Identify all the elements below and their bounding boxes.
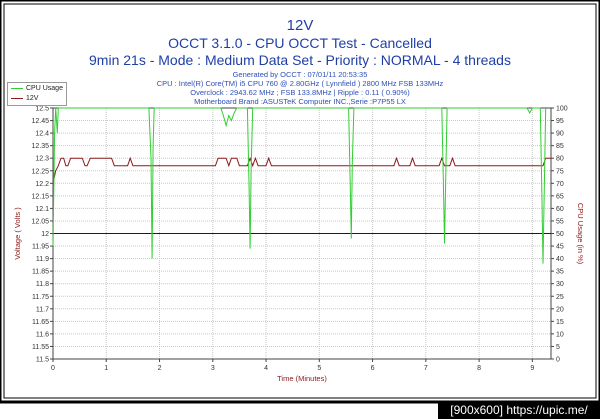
y-tick-label: 11.95 (32, 244, 49, 251)
y-tick-label: 11.6 (36, 331, 49, 338)
y-tick-label: 11.65 (32, 319, 49, 326)
watermark-footer: [900x600] https://upic.me/ (438, 402, 600, 419)
y2-tick-label: 10 (556, 331, 564, 338)
y2-tick-label: 60 (556, 206, 564, 213)
legend-item-cpu-usage: CPU Usage (11, 84, 63, 93)
y-tick-label: 12 (41, 231, 49, 238)
x-tick-label: 2 (158, 365, 162, 372)
y2-tick-label: 80 (556, 156, 564, 163)
legend-swatch-12v (11, 97, 23, 99)
x-tick-label: 5 (317, 365, 321, 372)
chart-legend: CPU Usage 12V (7, 82, 67, 106)
x-tick-label: 9 (530, 365, 534, 372)
y2-tick-label: 75 (556, 168, 564, 175)
y-tick-label: 12.45 (31, 118, 49, 125)
y2-tick-label: 45 (556, 244, 564, 251)
info-motherboard: Motherboard Brand :ASUSTeK Computer INC.… (194, 97, 406, 106)
y2-tick-label: 55 (556, 218, 564, 225)
y-tick-label: 11.7 (36, 306, 49, 313)
y2-tick-label: 15 (556, 319, 564, 326)
y2-tick-label: 100 (556, 106, 568, 113)
y2-tick-label: 35 (556, 269, 564, 276)
x-tick-label: 0 (51, 365, 55, 372)
y2-tick-label: 50 (556, 231, 564, 238)
y2-axis-label: CPU Usage (in %) (576, 203, 585, 265)
info-generated: Generated by OCCT : 07/01/11 20:53:35 (232, 70, 368, 79)
y2-tick-label: 85 (556, 143, 564, 150)
y-tick-label: 12.25 (31, 168, 49, 175)
chart-subtitle-test: OCCT 3.1.0 - CPU OCCT Test - Cancelled (168, 35, 432, 51)
y-tick-label: 12.2 (35, 181, 49, 188)
y-tick-label: 12.5 (35, 106, 49, 113)
y-tick-label: 11.9 (36, 256, 49, 263)
y2-tick-label: 0 (556, 357, 560, 364)
x-tick-label: 1 (104, 365, 108, 372)
x-axis-label: Time (Minutes) (277, 374, 327, 383)
chart-title: 12V (286, 17, 314, 34)
y-axis-label: Voltage ( Volts ) (13, 207, 22, 260)
y2-tick-label: 25 (556, 294, 564, 301)
y-tick-label: 12.1 (35, 206, 49, 213)
legend-swatch-cpu-usage (11, 87, 23, 89)
x-tick-label: 4 (264, 365, 268, 372)
y-tick-label: 11.55 (32, 344, 49, 351)
y2-tick-label: 95 (556, 118, 564, 125)
plot-area: 11.5 11.55 11.6 11.65 11.7 11.75 11.8 11.85 11.9… (13, 106, 585, 384)
y2-tick-label: 90 (556, 131, 564, 138)
y-tick-label: 11.8 (36, 281, 49, 288)
info-overclock: Overclock : 2943.62 MHz ; FSB 133.8MHz |… (190, 88, 410, 97)
legend-label-12v: 12V (26, 95, 39, 102)
y-tick-label: 11.75 (32, 294, 49, 301)
y2-tick-label: 30 (556, 281, 564, 288)
x-tick-label: 8 (477, 365, 481, 372)
y2-tick-label: 65 (556, 193, 564, 200)
legend-item-12v: 12V (11, 94, 38, 103)
y-tick-label: 12.05 (31, 218, 49, 225)
y-tick-label: 12.3 (35, 156, 49, 163)
y-tick-label: 11.5 (36, 357, 49, 364)
y2-tick-label: 5 (556, 344, 560, 351)
chart-subtitle-mode: 9min 21s - Mode : Medium Data Set - Prio… (89, 52, 511, 68)
series-line-cpu-usage (52, 107, 547, 264)
series-line-12v (52, 156, 551, 184)
x-tick-label: 3 (211, 365, 215, 372)
y2-tick-label: 70 (556, 181, 564, 188)
x-tick-label: 6 (371, 365, 375, 372)
y2-tick-label: 20 (556, 306, 564, 313)
y-tick-label: 11.85 (32, 269, 49, 276)
x-tick-label: 7 (424, 365, 428, 372)
y-tick-label: 12.35 (31, 143, 49, 150)
legend-label-cpu-usage: CPU Usage (26, 85, 63, 92)
y-tick-label: 12.4 (35, 131, 49, 138)
y-tick-label: 12.15 (31, 193, 49, 200)
y2-tick-label: 40 (556, 256, 564, 263)
info-cpu: CPU : Intel(R) Core(TM) i5 CPU 760 @ 2.8… (156, 79, 444, 88)
